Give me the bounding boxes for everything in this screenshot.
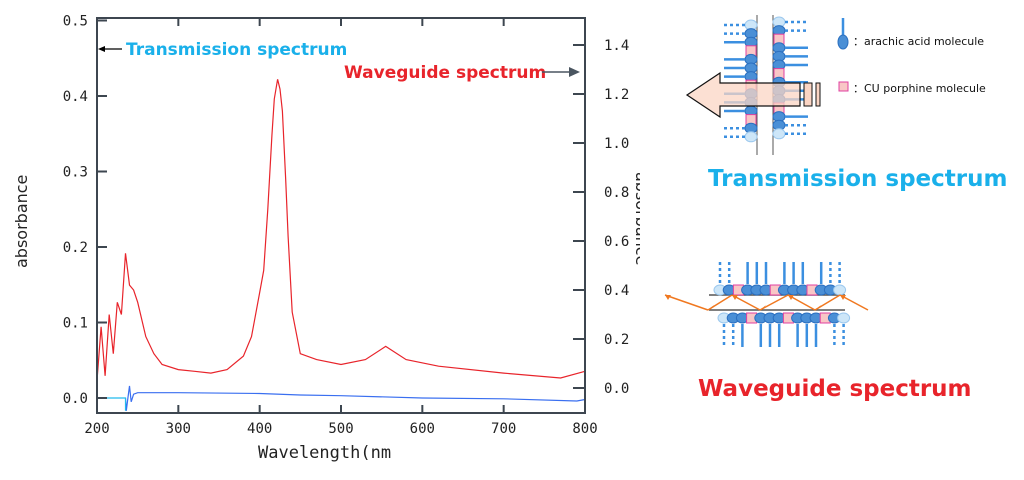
light-arrow-icon	[685, 71, 801, 119]
light-path	[814, 294, 841, 311]
x-tick-label: 500	[328, 421, 353, 437]
light-path	[759, 294, 789, 311]
transmission-annotation: Transmission spectrum	[126, 40, 347, 60]
series-line-2	[97, 397, 127, 411]
acid-head-icon	[837, 312, 851, 324]
light-path	[731, 294, 761, 311]
molecule-diagram	[664, 15, 869, 347]
y-left-tick-label: 0.2	[63, 240, 88, 256]
light-path	[839, 294, 869, 311]
light-arrowhead-icon	[665, 295, 671, 300]
y-left-axis-label: absorbance	[12, 175, 31, 268]
light-arrowhead-icon	[760, 305, 766, 310]
light-path	[664, 294, 709, 311]
light-beam-segment	[803, 82, 813, 107]
y-left-tick-label: 0.1	[63, 316, 88, 332]
y-right-tick-label: 0.4	[604, 283, 629, 299]
series-line-1	[124, 385, 586, 411]
y-right-tick-label: 1.4	[604, 38, 629, 54]
light-arrowhead-icon	[815, 305, 821, 310]
y-right-tick-label: 1.2	[604, 87, 629, 103]
x-axis-label: Wavelength(nm	[258, 443, 391, 463]
x-tick-label: 800	[572, 421, 597, 437]
x-tick-label: 200	[84, 421, 109, 437]
waveguide-arrowhead	[569, 67, 580, 77]
light-beam-segment	[815, 82, 821, 107]
y-left-tick-label: 0.3	[63, 165, 88, 181]
x-tick-label: 700	[491, 421, 516, 437]
y-right-tick-label: 0.6	[604, 234, 629, 250]
y-left-tick-label: 0.4	[63, 89, 88, 105]
transmission-arrowhead	[98, 46, 105, 52]
series-line-0	[96, 79, 586, 381]
x-tick-label: 300	[166, 421, 191, 437]
transmission-spectrum-title: Transmission spectrum	[708, 166, 1008, 192]
y-right-tick-label: 0.8	[604, 185, 629, 201]
y-left-tick-label: 0.5	[63, 14, 88, 30]
y-right-tick-label: 1.0	[604, 136, 629, 152]
waveguide-annotation: Waveguide spectrum	[344, 63, 546, 83]
porphine-legend-icon	[838, 81, 849, 92]
x-tick-label: 600	[410, 421, 435, 437]
y-right-tick-label: 0.0	[604, 381, 629, 397]
light-arrowhead-icon	[788, 295, 794, 300]
y-right-tick-label: 0.2	[604, 332, 629, 348]
waveguide-spectrum-title: Waveguide spectrum	[698, 376, 972, 402]
y-right-axis-label: absorbance	[632, 172, 640, 265]
light-arrowhead-icon	[840, 295, 846, 300]
legend-arachic-acid: ：arachic acid molecule	[853, 35, 985, 48]
spectrum-chart: 200 300 400 500 600 700 800 0.0 0.1 0.2 0.3 0.4 0.5 0…	[12, 14, 640, 464]
y-left-tick-label: 0.0	[63, 391, 88, 407]
x-tick-label: 400	[247, 421, 272, 437]
arachic-acid-legend-head	[837, 34, 849, 50]
light-arrowhead-icon	[708, 305, 714, 310]
acid-head-icon	[772, 128, 786, 140]
light-arrowhead-icon	[732, 295, 738, 300]
legend-cu-porphine: ：CU porphine molecule	[853, 82, 986, 95]
acid-head-icon	[744, 131, 758, 143]
acid-head-icon	[833, 284, 847, 296]
